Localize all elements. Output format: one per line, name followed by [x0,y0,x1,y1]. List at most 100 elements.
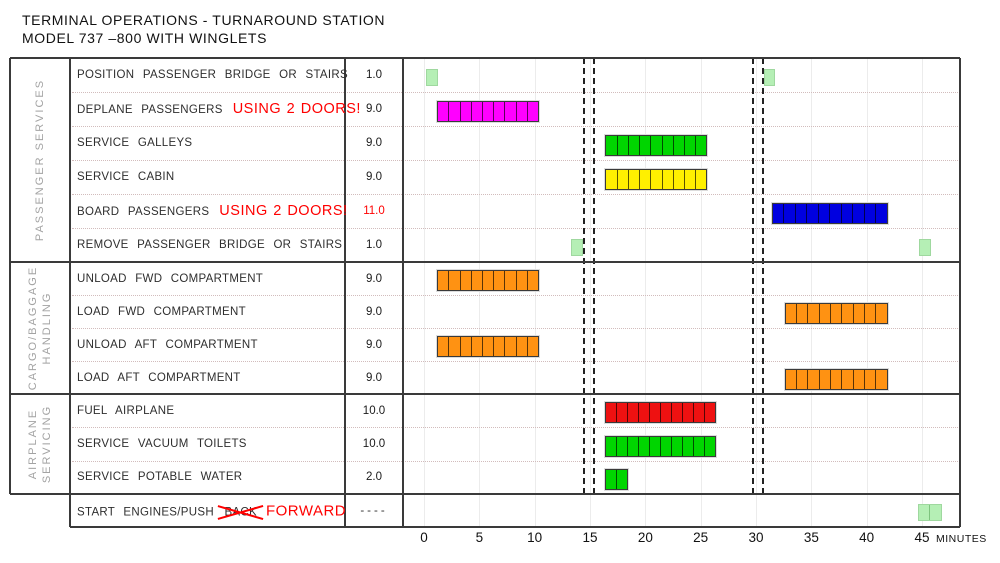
axis-tick-label: 45 [914,530,930,545]
gantt-bar [571,238,584,256]
bar-segment [685,135,697,155]
gantt-bar [784,369,888,390]
bar-segment [472,271,484,290]
bar-segment [483,271,495,290]
bar-segment [640,135,652,155]
bar-segment [640,169,652,189]
axis-tick-label: 30 [748,530,764,545]
bar-segment [796,203,808,223]
bar-segment [461,271,472,290]
bar-segment [853,203,865,223]
bar-segment [483,337,495,356]
table-border-line [402,58,404,527]
task-duration: 2.0 [366,471,382,484]
task-label: FUEL AIRPLANE [77,404,175,417]
bar-segment [629,135,641,155]
task-label: REMOVE PASSENGER BRIDGE OR STAIRS [77,239,343,251]
table-border-line [10,261,960,263]
bar-segment [483,101,495,121]
bar-segment [494,101,506,121]
gantt-bar [605,402,717,424]
bar-segment [517,271,528,290]
time-gridline [645,58,647,527]
gantt-bar [771,202,888,224]
table-border-line [70,526,960,528]
axis-tick-label: 20 [637,530,653,545]
time-gridline [756,58,757,527]
axis-tick-label: 40 [859,530,875,545]
time-gridline [700,58,702,527]
bar-segment [694,403,706,423]
bar-segment [842,304,854,323]
bar-segment [854,370,866,389]
task-label: SERVICE GALLEYS [77,137,193,149]
task-duration: 1.0 [366,69,382,81]
bar-segment [650,403,662,423]
bar-segment [797,370,809,389]
bar-segment [628,403,640,423]
task-label: LOAD FWD COMPARTMENT [77,305,246,318]
bar-segment [865,203,877,223]
axis-tick-label: 15 [582,530,598,545]
bar-segment [820,304,832,323]
bar-segment [661,403,673,423]
task-label: UNLOAD AFT COMPARTMENT [77,338,258,351]
task-duration: 9.0 [366,272,382,285]
gantt-bar [437,100,540,122]
bar-segment [865,370,877,389]
bar-segment [786,304,798,323]
bar-segment [628,436,640,456]
bar-segment [820,370,832,389]
table-border-line [10,493,960,495]
row-separator [72,228,958,229]
row-separator [72,92,958,93]
gantt-bar [437,336,540,357]
bar-segment [618,135,629,155]
bar-segment [831,370,843,389]
bar-segment [854,304,866,323]
gantt-bar [437,270,540,291]
bar-segment [461,337,472,356]
chart-title: TERMINAL OPERATIONS - TURNAROUND STATION… [22,11,385,47]
title-line-1: TERMINAL OPERATIONS - TURNAROUND STATION [22,12,386,28]
bar-segment [505,271,517,290]
gantt-bar [605,435,717,457]
task-duration: 9.0 [366,137,382,149]
bar-segment [449,337,461,356]
bar-segment [784,203,796,223]
table-border-line [959,58,961,527]
task-label: SERVICE CABIN [77,171,175,183]
task-duration: 10.0 [362,404,386,417]
bar-segment [650,436,662,456]
row-separator [72,126,958,127]
task-label: LOAD AFT COMPARTMENT [77,371,241,384]
bar-segment [919,505,931,520]
row-separator [72,460,958,462]
row-separator [72,160,958,161]
bar-segment [808,370,820,389]
bar-segment [808,304,820,323]
bar-segment [663,169,674,189]
task-label: DEPLANE PASSENGERS USING 2 DOORS! [77,101,361,117]
bar-segment [674,169,685,189]
time-gridline [866,58,868,527]
row-separator [72,295,958,296]
task-label: SERVICE POTABLE WATER [77,471,243,484]
bar-segment [517,337,528,356]
time-gridline [811,58,813,527]
bar-segment [663,135,674,155]
bar-segment [683,436,695,456]
axis-tick-label: 35 [803,530,819,545]
row-separator [72,361,958,362]
time-gridline [479,58,481,527]
dashed-marker-line [593,58,596,494]
task-duration: 9.0 [366,171,382,183]
bar-segment [606,169,618,189]
bar-segment [773,203,785,223]
bar-segment [606,403,618,423]
bar-segment [505,337,517,356]
bar-segment [842,203,854,223]
bar-segment [505,101,517,121]
